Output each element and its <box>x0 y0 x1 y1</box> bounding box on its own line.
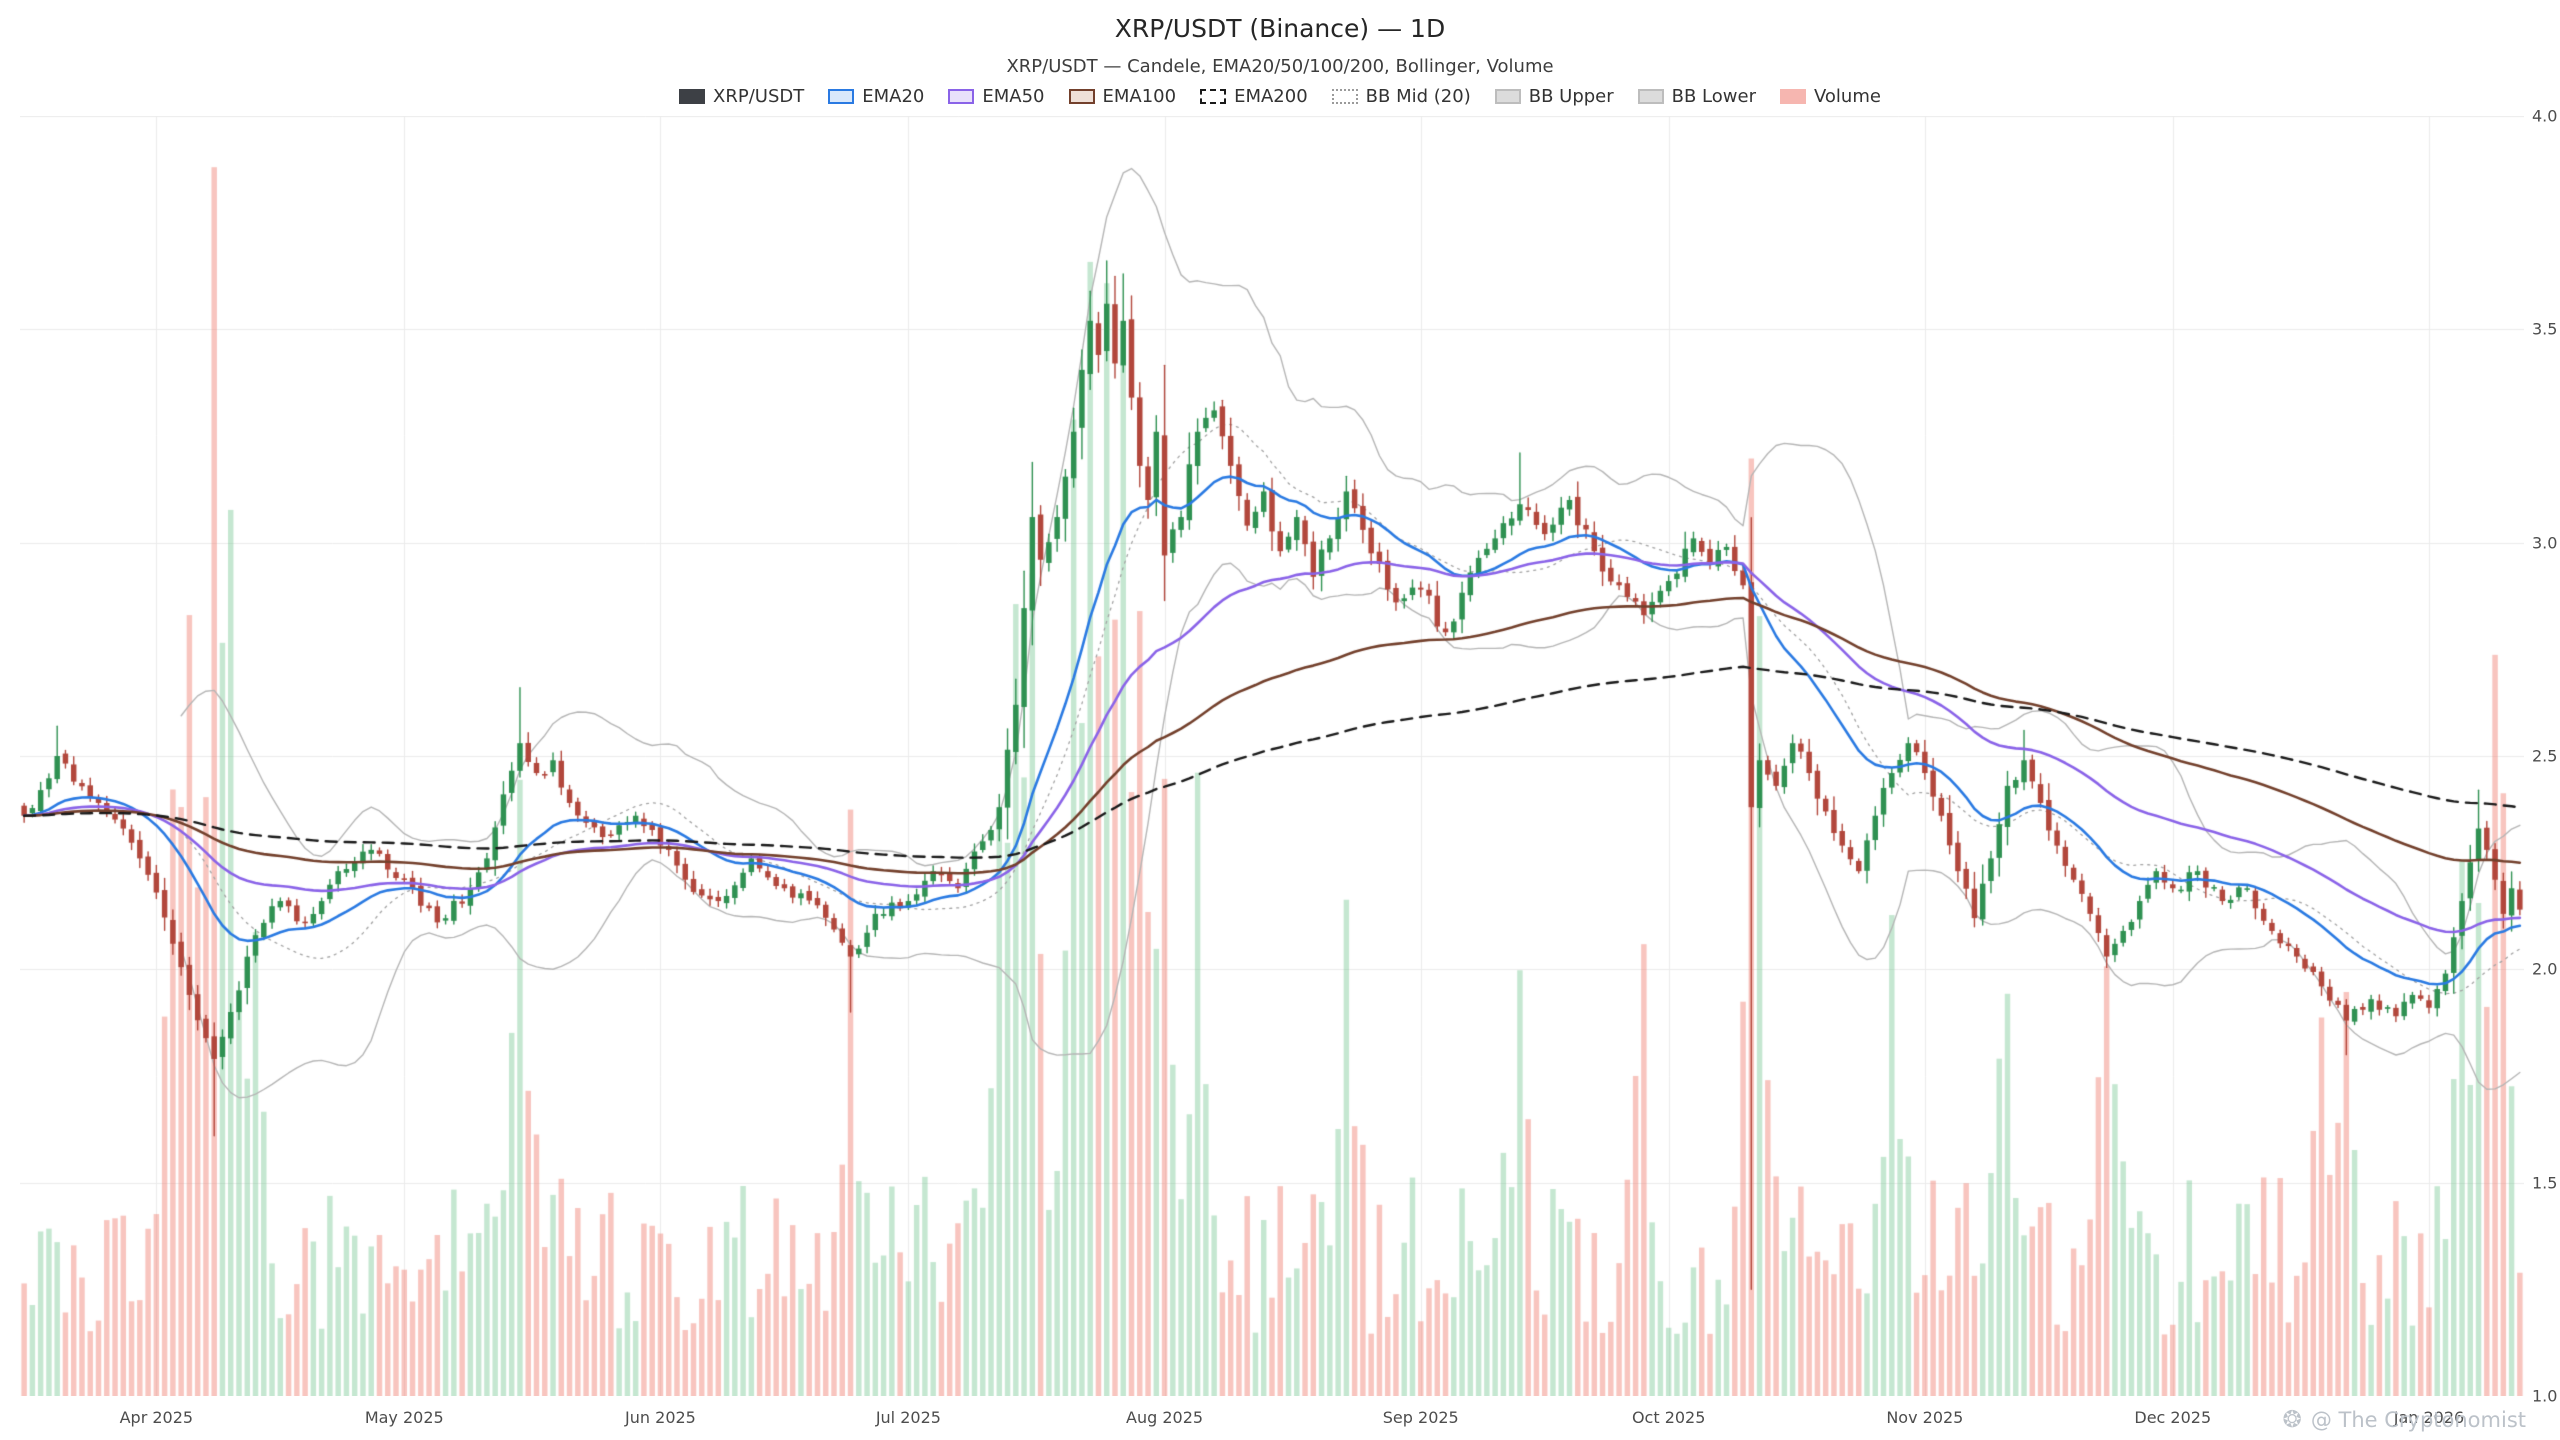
x-axis-label: Oct 2025 <box>1631 1408 1706 1427</box>
legend-swatch-icon <box>1494 89 1521 104</box>
legend-item-volume: Volume <box>1779 86 1881 107</box>
legend-swatch-icon <box>1200 89 1227 104</box>
legend-item-ema200: EMA200 <box>1200 86 1308 107</box>
legend-item-ema50: EMA50 <box>948 86 1045 107</box>
watermark-text: @ The Cryptonomist <box>2310 1408 2526 1432</box>
legend-swatch-icon <box>1331 89 1358 104</box>
plot-area: Apr 2025 May 2025 Jun 2025 Jul 2025 Aug 2025… <box>20 107 2557 1427</box>
y-axis-label: 4.0 <box>2532 106 2558 126</box>
legend-label: EMA200 <box>1234 86 1308 107</box>
legend-label: XRP/USDT <box>713 86 805 107</box>
watermark: ❂ @ The Cryptonomist <box>2283 1408 2526 1432</box>
chart-title: XRP/USDT (Binance) — 1D <box>1114 14 1446 43</box>
legend-item-bb-upper: BB Upper <box>1494 86 1614 107</box>
legend-swatch-icon <box>1068 89 1095 104</box>
legend-item-ema20: EMA20 <box>828 86 924 107</box>
y-axis-label: 2.0 <box>2532 959 2558 979</box>
legend-swatch-icon <box>1637 89 1664 104</box>
legend-label: EMA100 <box>1102 86 1177 107</box>
x-axis-label: May 2025 <box>364 1408 444 1427</box>
y-axis-label: 1.0 <box>2532 1386 2558 1406</box>
x-axis-label: Nov 2025 <box>1886 1408 1964 1427</box>
legend-item-bb-mid-20-: BB Mid (20) <box>1331 86 1471 107</box>
x-axis-label: Apr 2025 <box>119 1408 194 1427</box>
x-axis-label: Aug 2025 <box>1126 1408 1204 1427</box>
cryptonomist-logo-icon: ❂ <box>2282 1406 2302 1433</box>
legend-label: BB Upper <box>1528 86 1614 107</box>
legend-swatch-icon <box>828 89 855 104</box>
x-axis-label: Jun 2025 <box>625 1408 696 1427</box>
legend-label: BB Mid (20) <box>1365 86 1471 107</box>
legend-swatch-icon <box>948 89 975 104</box>
legend-label: BB Lower <box>1671 86 1756 107</box>
chart-subtitle: XRP/USDT — Candele, EMA20/50/100/200, Bo… <box>1006 56 1554 77</box>
legend-label: EMA20 <box>862 86 925 107</box>
legend-item-xrp-usdt: XRP/USDT <box>679 86 804 107</box>
chart-legend: XRP/USDT EMA20 EMA50 EMA100 EMA200 BB Mid (20… <box>0 86 2560 107</box>
candlestick-chart-canvas <box>20 116 2524 1396</box>
legend-swatch-icon <box>1779 89 1806 104</box>
y-axis-label: 3.0 <box>2532 533 2558 553</box>
x-axis-label: Sep 2025 <box>1382 1408 1459 1427</box>
y-axis-label: 1.5 <box>2532 1173 2558 1193</box>
legend-swatch-icon <box>679 89 706 104</box>
y-axis-label: 3.5 <box>2532 319 2558 339</box>
legend-item-ema100: EMA100 <box>1068 86 1177 107</box>
y-axis-label: 2.5 <box>2532 746 2558 766</box>
legend-label: Volume <box>1813 86 1881 107</box>
legend-item-bb-lower: BB Lower <box>1637 86 1756 107</box>
legend-label: EMA50 <box>982 86 1045 107</box>
x-axis-label: Dec 2025 <box>2134 1408 2212 1427</box>
x-axis-label: Jul 2025 <box>875 1408 941 1427</box>
x-axis-label: Jan 2026 <box>2393 1408 2465 1427</box>
